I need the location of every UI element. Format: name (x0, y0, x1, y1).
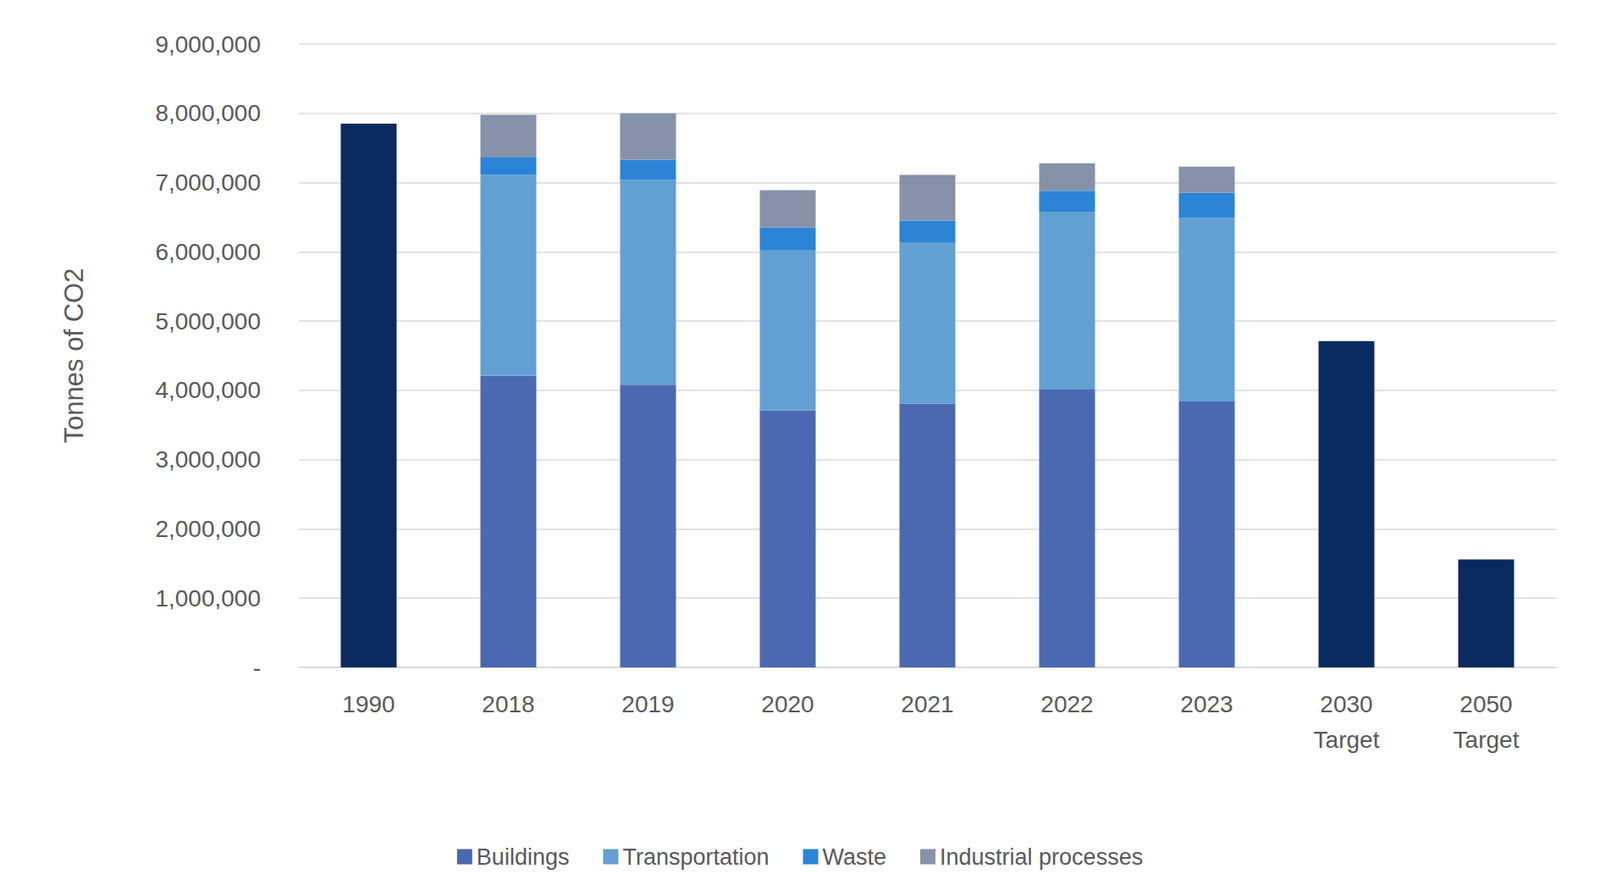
svg-text:Target: Target (1313, 726, 1380, 753)
svg-text:2023: 2023 (1180, 690, 1233, 718)
svg-text:Tonnes of CO2: Tonnes of CO2 (59, 268, 89, 444)
svg-text:2021: 2021 (900, 690, 954, 718)
svg-text:2,000,000: 2,000,000 (154, 515, 261, 542)
svg-text:Target: Target (1453, 726, 1520, 753)
svg-text:7,000,000: 7,000,000 (154, 169, 261, 196)
svg-text:4,000,000: 4,000,000 (154, 376, 261, 403)
svg-text:2050: 2050 (1459, 690, 1512, 718)
svg-text:9,000,000: 9,000,000 (154, 31, 261, 58)
svg-text:-: - (253, 654, 261, 681)
svg-text:1990: 1990 (342, 690, 395, 718)
svg-text:Transportation: Transportation (622, 844, 769, 870)
svg-text:Industrial processes: Industrial processes (939, 844, 1143, 870)
svg-text:2022: 2022 (1040, 690, 1093, 718)
svg-text:5,000,000: 5,000,000 (154, 308, 261, 335)
svg-text:2020: 2020 (761, 690, 814, 718)
svg-text:1,000,000: 1,000,000 (154, 584, 261, 612)
svg-text:3,000,000: 3,000,000 (154, 446, 261, 473)
svg-text:6,000,000: 6,000,000 (154, 238, 261, 265)
svg-text:2030: 2030 (1319, 690, 1373, 718)
svg-text:2019: 2019 (621, 690, 674, 718)
svg-text:Buildings: Buildings (476, 844, 570, 870)
svg-text:2018: 2018 (481, 690, 535, 718)
svg-text:Waste: Waste (822, 844, 888, 870)
svg-text:8,000,000: 8,000,000 (154, 99, 261, 127)
